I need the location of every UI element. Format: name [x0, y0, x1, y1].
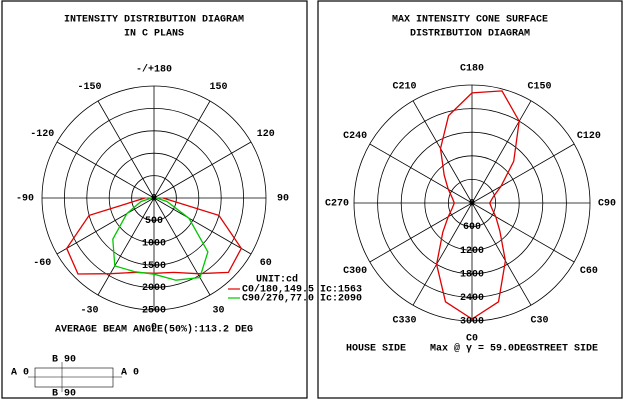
angle-tick-label: C90: [598, 199, 616, 210]
angle-tick-label: C30: [530, 316, 548, 327]
grid-spoke: [412, 202, 473, 306]
angle-tick-label: C330: [392, 316, 416, 327]
grid-spoke: [369, 202, 473, 263]
angle-tick-label: C180: [460, 64, 484, 75]
grid-ring: [353, 84, 591, 322]
radial-tick-label: 2400: [460, 293, 484, 304]
angle-tick-label: 60: [260, 258, 272, 269]
grid-ring: [108, 152, 200, 244]
radial-tick-label: 2000: [142, 283, 166, 294]
grid-spoke: [56, 141, 155, 199]
grid-spoke: [471, 100, 532, 204]
annotation: AVERAGE BEAM ANGLE(50%):113.2 DEG: [55, 324, 253, 336]
grid-ring: [424, 155, 520, 251]
footer-note: HOUSE SIDE: [346, 344, 406, 355]
radial-tick-label: 2500: [142, 306, 166, 317]
angle-tick-label: C150: [527, 82, 551, 93]
radial-tick-label: 1000: [142, 238, 166, 249]
angle-tick-label: 0: [151, 323, 157, 334]
angle-tick-label: C240: [343, 131, 367, 142]
grid-ring: [64, 108, 244, 288]
angle-tick-label: C60: [580, 266, 598, 277]
radial-tick-label: 500: [145, 216, 163, 227]
intensity-curve: [112, 197, 209, 281]
angle-tick-label: 120: [257, 129, 275, 140]
grid-ring: [131, 175, 177, 221]
angle-tick-label: C120: [577, 131, 601, 142]
grid-spoke: [471, 143, 575, 204]
grid-spoke: [471, 202, 532, 306]
radial-tick-label: 1500: [142, 261, 166, 272]
grid-spoke: [153, 197, 252, 255]
radial-tick-label: 600: [463, 222, 481, 233]
inset-label: A 0: [121, 368, 139, 379]
angle-tick-label: -150: [77, 82, 101, 93]
grid-ring: [400, 131, 544, 275]
radial-tick-label: 1200: [460, 246, 484, 257]
angle-tick-label: C300: [343, 266, 367, 277]
inset-label: B 90: [52, 389, 76, 400]
angle-tick-label: 90: [277, 194, 289, 205]
grid-ring: [377, 108, 567, 298]
grid-spoke: [97, 100, 155, 199]
angle-tick-label: 150: [209, 82, 227, 93]
grid-ring: [41, 85, 267, 311]
legend-label: C90/270,77.0 Ic:2090: [242, 293, 362, 305]
grid-spoke: [471, 202, 575, 263]
angle-tick-label: C270: [325, 199, 349, 210]
radial-tick-label: 0: [469, 199, 475, 210]
inset-diagram: [28, 362, 122, 392]
intensity-curve: [65, 197, 243, 275]
angle-tick-label: -30: [80, 305, 98, 316]
angle-tick-label: 30: [212, 305, 224, 316]
angle-tick-label: C0: [466, 334, 478, 345]
chart-title: INTENSITY DISTRIBUTION DIAGRAM: [64, 15, 244, 26]
angle-tick-label: -120: [30, 129, 54, 140]
unit-label: UNIT:cd: [256, 274, 298, 286]
intensity-curve: [435, 90, 520, 320]
grid-spoke: [153, 141, 252, 199]
inset-label: A 0: [11, 368, 29, 379]
chart-title: MAX INTENSITY CONE SURFACE: [392, 15, 548, 26]
radial-tick-label: 3000: [460, 317, 484, 328]
grid-spoke: [369, 143, 473, 204]
angle-tick-label: -90: [16, 194, 34, 205]
inset-box: [34, 367, 114, 388]
angle-tick-label: -60: [33, 258, 51, 269]
grid-ring: [153, 197, 155, 199]
grid-ring: [447, 178, 496, 227]
radial-tick-label: 0: [151, 194, 157, 205]
grid-spoke: [153, 197, 211, 296]
footer-note: Max @ γ = 59.0DEG: [430, 343, 532, 355]
chart-title: IN C PLANS: [124, 29, 184, 40]
legend-label: C0/180,149.5 Ic:1563: [242, 284, 362, 296]
grid-ring: [471, 202, 473, 204]
angle-tick-label: C210: [392, 82, 416, 93]
chart-title: DISTRIBUTION DIAGRAM: [410, 29, 530, 40]
grid-spoke: [153, 100, 211, 199]
angle-tick-label: -/+180: [136, 64, 172, 76]
grid-spoke: [56, 197, 155, 255]
grid-ring: [86, 130, 222, 266]
footer-note: STREET SIDE: [532, 344, 598, 355]
radial-tick-label: 1800: [460, 269, 484, 280]
grid-spoke: [97, 197, 155, 296]
inset-label: B 90: [52, 355, 76, 366]
grid-spoke: [412, 100, 473, 204]
